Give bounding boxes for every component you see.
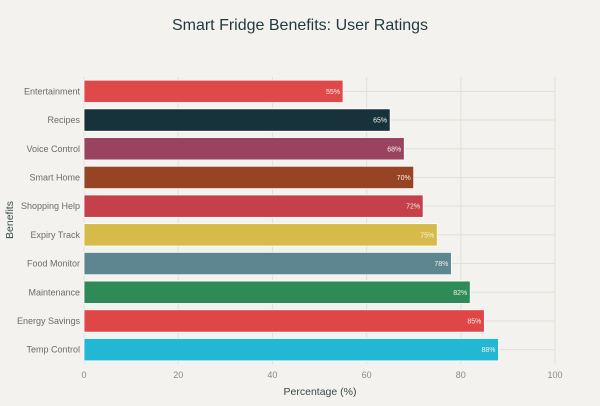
y-tick-label: Maintenance	[28, 287, 80, 297]
chart-title: Smart Fridge Benefits: User Ratings	[172, 17, 428, 34]
y-axis-title: Benefits	[4, 201, 16, 239]
bar-value-label: 85%	[467, 318, 481, 325]
x-tick-label: 60	[362, 370, 372, 380]
x-axis-title: Percentage (%)	[284, 386, 357, 398]
bar-value-label: 88%	[481, 347, 495, 354]
y-tick-label: Energy Savings	[17, 316, 81, 326]
x-tick-label: 0	[81, 370, 86, 380]
y-tick-label: Voice Control	[26, 144, 80, 154]
bar-value-label: 75%	[420, 232, 434, 239]
bar-shopping-help	[83, 194, 424, 218]
bar-value-label: 55%	[326, 89, 340, 96]
bar-food-monitor	[83, 251, 452, 276]
y-axis-tick-labels: Entertainment Recipes Voice Control Smart H…	[17, 86, 81, 354]
y-tick-label: Food Monitor	[27, 259, 80, 269]
y-tick-label: Temp Control	[26, 345, 80, 355]
y-tick-label: Shopping Help	[21, 201, 80, 211]
bar-value-label: 82%	[453, 290, 467, 297]
y-tick-label: Entertainment	[24, 86, 81, 96]
bar-value-label: 68%	[387, 146, 401, 153]
bar-maintenance	[83, 280, 471, 304]
y-tick-label: Expiry Track	[30, 230, 80, 240]
x-tick-label: 20	[173, 370, 183, 380]
bar-voice-control	[83, 137, 405, 161]
bar-value-label: 65%	[373, 118, 387, 125]
bar-value-label: 78%	[434, 261, 448, 268]
bar-value-label: 72%	[406, 204, 420, 211]
bar-value-label: 70%	[397, 175, 411, 182]
bars: 55% 65% 68% 70% 72% 75% 78% 82% 85% 88%	[83, 79, 499, 362]
x-tick-label: 40	[267, 370, 277, 380]
bar-temp-control	[83, 338, 499, 362]
y-tick-label: Recipes	[47, 115, 80, 125]
bar-energy-savings	[83, 309, 485, 333]
y-tick-label: Smart Home	[29, 172, 80, 182]
x-axis-tick-labels: 0 20 40 60 80 100	[81, 370, 562, 380]
x-tick-label: 100	[547, 370, 562, 380]
x-tick-label: 80	[456, 370, 466, 380]
bar-smart-home	[83, 165, 415, 190]
bar-recipes	[83, 108, 391, 132]
bar-entertainment	[83, 79, 344, 103]
bar-expiry-track	[83, 223, 438, 247]
